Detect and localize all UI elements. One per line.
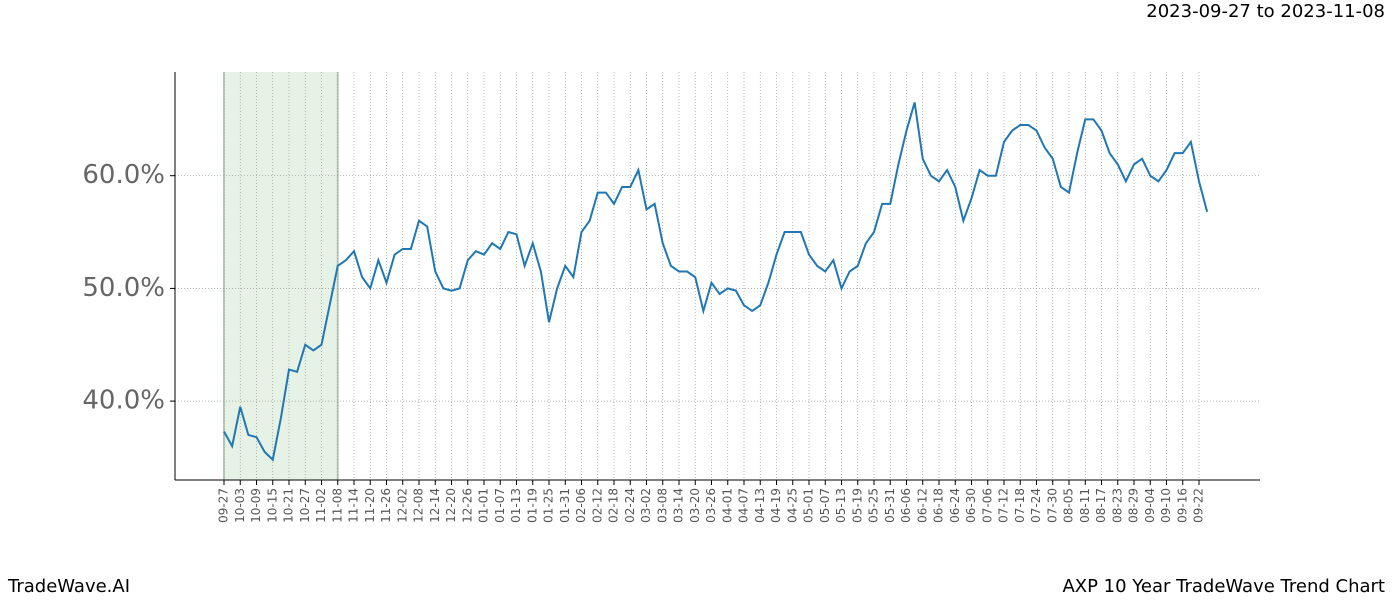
x-tick-label: 12-26 — [460, 488, 474, 523]
x-tick-label: 08-11 — [1078, 488, 1092, 523]
x-tick-label: 06-30 — [964, 488, 978, 523]
x-tick-label: 05-25 — [867, 488, 881, 523]
x-tick-label: 05-31 — [883, 488, 897, 523]
x-tick-label: 12-20 — [444, 488, 458, 523]
x-tick-label: 01-13 — [509, 488, 523, 523]
x-tick-label: 06-18 — [932, 488, 946, 523]
x-tick-label: 11-26 — [379, 488, 393, 523]
x-tick-label: 11-02 — [314, 488, 328, 523]
x-tick-label: 09-16 — [1175, 488, 1189, 523]
x-tick-label: 06-06 — [899, 488, 913, 523]
x-tick-label: 03-20 — [688, 488, 702, 523]
x-tick-label: 07-06 — [980, 488, 994, 523]
x-tick-label: 10-21 — [282, 488, 296, 523]
x-tick-label: 02-06 — [574, 488, 588, 523]
x-tick-label: 03-14 — [672, 488, 686, 523]
x-tick-label: 06-12 — [915, 488, 929, 523]
x-tick-label: 12-02 — [395, 488, 409, 523]
x-tick-label: 05-07 — [818, 488, 832, 523]
x-tick-label: 02-12 — [590, 488, 604, 523]
x-tick-label: 05-01 — [802, 488, 816, 523]
y-tick-label: 50.0% — [82, 273, 165, 303]
x-tick-label: 05-19 — [850, 488, 864, 523]
x-tick-label: 07-30 — [1045, 488, 1059, 523]
footer-right: AXP 10 Year TradeWave Trend Chart — [1062, 576, 1385, 597]
x-tick-label: 09-22 — [1192, 488, 1206, 523]
x-tick-label: 04-07 — [737, 488, 751, 523]
x-tick-label: 08-17 — [1094, 488, 1108, 523]
x-tick-label: 09-27 — [217, 488, 231, 523]
x-tick-label: 10-27 — [298, 488, 312, 523]
x-tick-label: 06-24 — [948, 488, 962, 523]
x-tick-label: 07-24 — [1029, 488, 1043, 523]
x-tick-label: 11-08 — [330, 488, 344, 523]
x-tick-label: 10-09 — [249, 488, 263, 523]
y-tick-label: 60.0% — [82, 160, 165, 190]
x-tick-label: 08-23 — [1110, 488, 1124, 523]
footer-left: TradeWave.AI — [7, 576, 130, 597]
x-tick-label: 04-19 — [769, 488, 783, 523]
x-tick-label: 04-13 — [753, 488, 767, 523]
y-tick-label: 40.0% — [82, 386, 165, 416]
x-tick-label: 07-12 — [997, 488, 1011, 523]
x-tick-label: 01-01 — [477, 488, 491, 523]
x-tick-label: 12-14 — [428, 488, 442, 523]
data-line — [223, 102, 1209, 462]
x-tick-label: 10-15 — [265, 488, 279, 523]
x-tick-label: 01-25 — [542, 488, 556, 523]
x-tick-label: 07-18 — [1013, 488, 1027, 523]
x-tick-label: 04-01 — [720, 488, 734, 523]
x-tick-label: 11-14 — [347, 488, 361, 523]
x-tick-label: 01-31 — [558, 488, 572, 523]
x-tick-label: 12-08 — [412, 488, 426, 523]
chart-subtitle: 2023-09-27 to 2023-11-08 — [1146, 1, 1385, 22]
x-tick-label: 03-02 — [639, 488, 653, 523]
x-tick-label: 08-05 — [1062, 488, 1076, 523]
x-tick-label: 11-20 — [363, 488, 377, 523]
x-tick-label: 09-10 — [1159, 488, 1173, 523]
x-tick-label: 03-08 — [655, 488, 669, 523]
x-tick-label: 04-25 — [785, 488, 799, 523]
x-tick-label: 10-03 — [233, 488, 247, 523]
x-tick-label: 01-07 — [493, 488, 507, 523]
x-tick-label: 01-19 — [525, 488, 539, 523]
x-tick-label: 08-29 — [1127, 488, 1141, 523]
x-tick-label: 02-24 — [623, 488, 637, 523]
x-tick-label: 09-04 — [1143, 488, 1157, 523]
x-tick-label: 03-26 — [704, 488, 718, 523]
x-tick-label: 05-13 — [834, 488, 848, 523]
x-tick-label: 02-18 — [607, 488, 621, 523]
